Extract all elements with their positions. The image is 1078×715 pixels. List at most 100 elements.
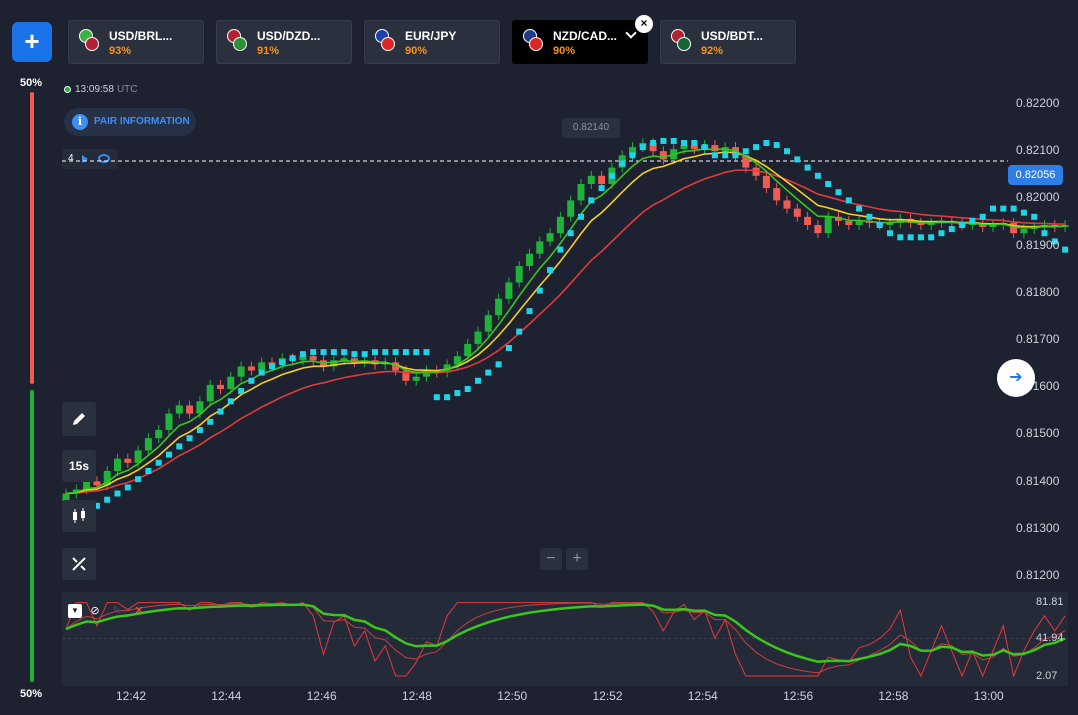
candle-body xyxy=(773,188,781,201)
candle-body xyxy=(453,356,461,365)
candle-body xyxy=(577,184,585,201)
candle-body xyxy=(989,225,997,228)
sar-dot xyxy=(1020,209,1027,216)
sar-dot xyxy=(196,427,203,433)
price-tick-label: 0.82100 xyxy=(1016,143,1060,158)
sar-dot xyxy=(856,205,863,212)
candle-body xyxy=(886,222,894,225)
sar-dot xyxy=(948,226,955,233)
sar-dot xyxy=(341,349,348,356)
sar-dot xyxy=(650,140,657,146)
zoom-out-button[interactable]: − xyxy=(540,548,562,570)
sar-dot xyxy=(372,349,378,356)
asset-tab[interactable]: EUR/JPY 90% xyxy=(364,20,500,64)
sar-dot xyxy=(732,152,739,159)
currency-flags-icon xyxy=(227,29,249,53)
candle-body xyxy=(227,376,235,389)
candle-body xyxy=(423,370,430,377)
sar-dot xyxy=(104,496,111,503)
sar-dot xyxy=(897,234,904,241)
asset-payout: 92% xyxy=(701,45,724,57)
scroll-to-latest-button[interactable]: ➔ xyxy=(997,359,1035,397)
sar-dot xyxy=(124,484,131,491)
zoom-in-button[interactable]: + xyxy=(566,548,588,570)
drawing-tool-button[interactable] xyxy=(62,402,96,436)
sar-dot xyxy=(217,408,224,415)
sar-dot xyxy=(135,476,142,483)
time-tick-label: 12:52 xyxy=(592,689,623,703)
candle-body xyxy=(505,282,513,299)
sar-dot xyxy=(495,361,502,368)
candle-body xyxy=(845,220,853,225)
sar-dot xyxy=(207,418,214,425)
oscillator-tick-label: 41.94 xyxy=(1036,632,1064,644)
eye-icon[interactable] xyxy=(98,154,110,163)
candle-body xyxy=(217,384,224,389)
candle-body xyxy=(855,220,863,225)
indicators-button[interactable] xyxy=(62,548,96,580)
candle-body xyxy=(824,216,832,234)
asset-tab[interactable]: NZD/CAD... 90% × xyxy=(512,15,653,64)
collapse-icon[interactable]: ▼ xyxy=(68,604,82,618)
time-tick-label: 12:42 xyxy=(116,689,147,703)
sar-dot xyxy=(145,468,152,474)
edit-icon[interactable]: ✎ xyxy=(112,605,122,617)
sar-dot xyxy=(681,140,687,146)
price-tick-label: 0.82000 xyxy=(1016,190,1060,205)
candle-body xyxy=(237,366,245,377)
price-tick-label: 0.81200 xyxy=(1016,568,1060,582)
chart-type-button[interactable] xyxy=(62,500,96,532)
sar-dot xyxy=(1031,213,1038,220)
candle-body xyxy=(587,175,595,184)
asset-tab[interactable]: USD/DZD... 91% xyxy=(216,20,352,64)
sar-dot xyxy=(887,230,893,237)
candle-body xyxy=(1061,225,1069,228)
oscillator-fast-line xyxy=(65,602,1066,678)
sar-dot xyxy=(578,213,584,220)
sentiment-up-bar xyxy=(30,390,34,682)
sar-dot xyxy=(938,230,945,237)
candle-body xyxy=(484,315,492,332)
add-chart-button[interactable]: + xyxy=(12,22,52,62)
timeframe-button[interactable]: 15s xyxy=(62,450,96,482)
asset-name: NZD/CAD... xyxy=(553,29,617,43)
asset-payout: 91% xyxy=(257,45,280,57)
sar-dot xyxy=(567,230,574,237)
candle-body xyxy=(515,266,523,283)
expand-icon[interactable] xyxy=(82,155,88,163)
sar-dot xyxy=(804,164,811,171)
sar-dot xyxy=(825,181,832,187)
sar-dot xyxy=(361,351,368,358)
candle-body xyxy=(124,458,132,463)
candle-body xyxy=(495,298,503,316)
close-tab-icon[interactable]: × xyxy=(635,15,653,33)
sar-dot xyxy=(753,144,760,151)
price-tick-label: 0.81500 xyxy=(1016,426,1060,441)
candle-body xyxy=(103,471,111,486)
sar-dot xyxy=(444,394,451,401)
candle-body xyxy=(402,370,410,381)
candle-body xyxy=(93,481,101,486)
sar-dot xyxy=(166,451,172,458)
delete-icon[interactable]: ✕ xyxy=(134,605,144,617)
ma-slow-line xyxy=(65,169,1066,495)
candle-body xyxy=(247,366,255,371)
asset-tab[interactable]: USD/BDT... 92% xyxy=(660,20,796,64)
sar-dot xyxy=(629,152,636,159)
pair-information-button[interactable]: i PAIR INFORMATION xyxy=(64,108,196,136)
hide-icon[interactable]: ⊘ xyxy=(90,605,100,617)
sar-dot xyxy=(547,267,554,274)
sar-dot xyxy=(289,355,296,362)
sar-dot xyxy=(660,137,667,144)
indicators-toggle[interactable]: 4 xyxy=(62,149,118,169)
sar-dot xyxy=(784,148,790,155)
currency-flags-icon xyxy=(671,29,693,53)
time-tick-label: 12:58 xyxy=(878,689,909,703)
sar-dot xyxy=(382,349,389,356)
candle-body xyxy=(659,151,667,160)
candle-body xyxy=(649,143,657,152)
currency-flags-icon xyxy=(523,29,545,53)
sar-dot xyxy=(536,287,543,294)
asset-tab[interactable]: USD/BRL... 93% xyxy=(68,20,204,64)
